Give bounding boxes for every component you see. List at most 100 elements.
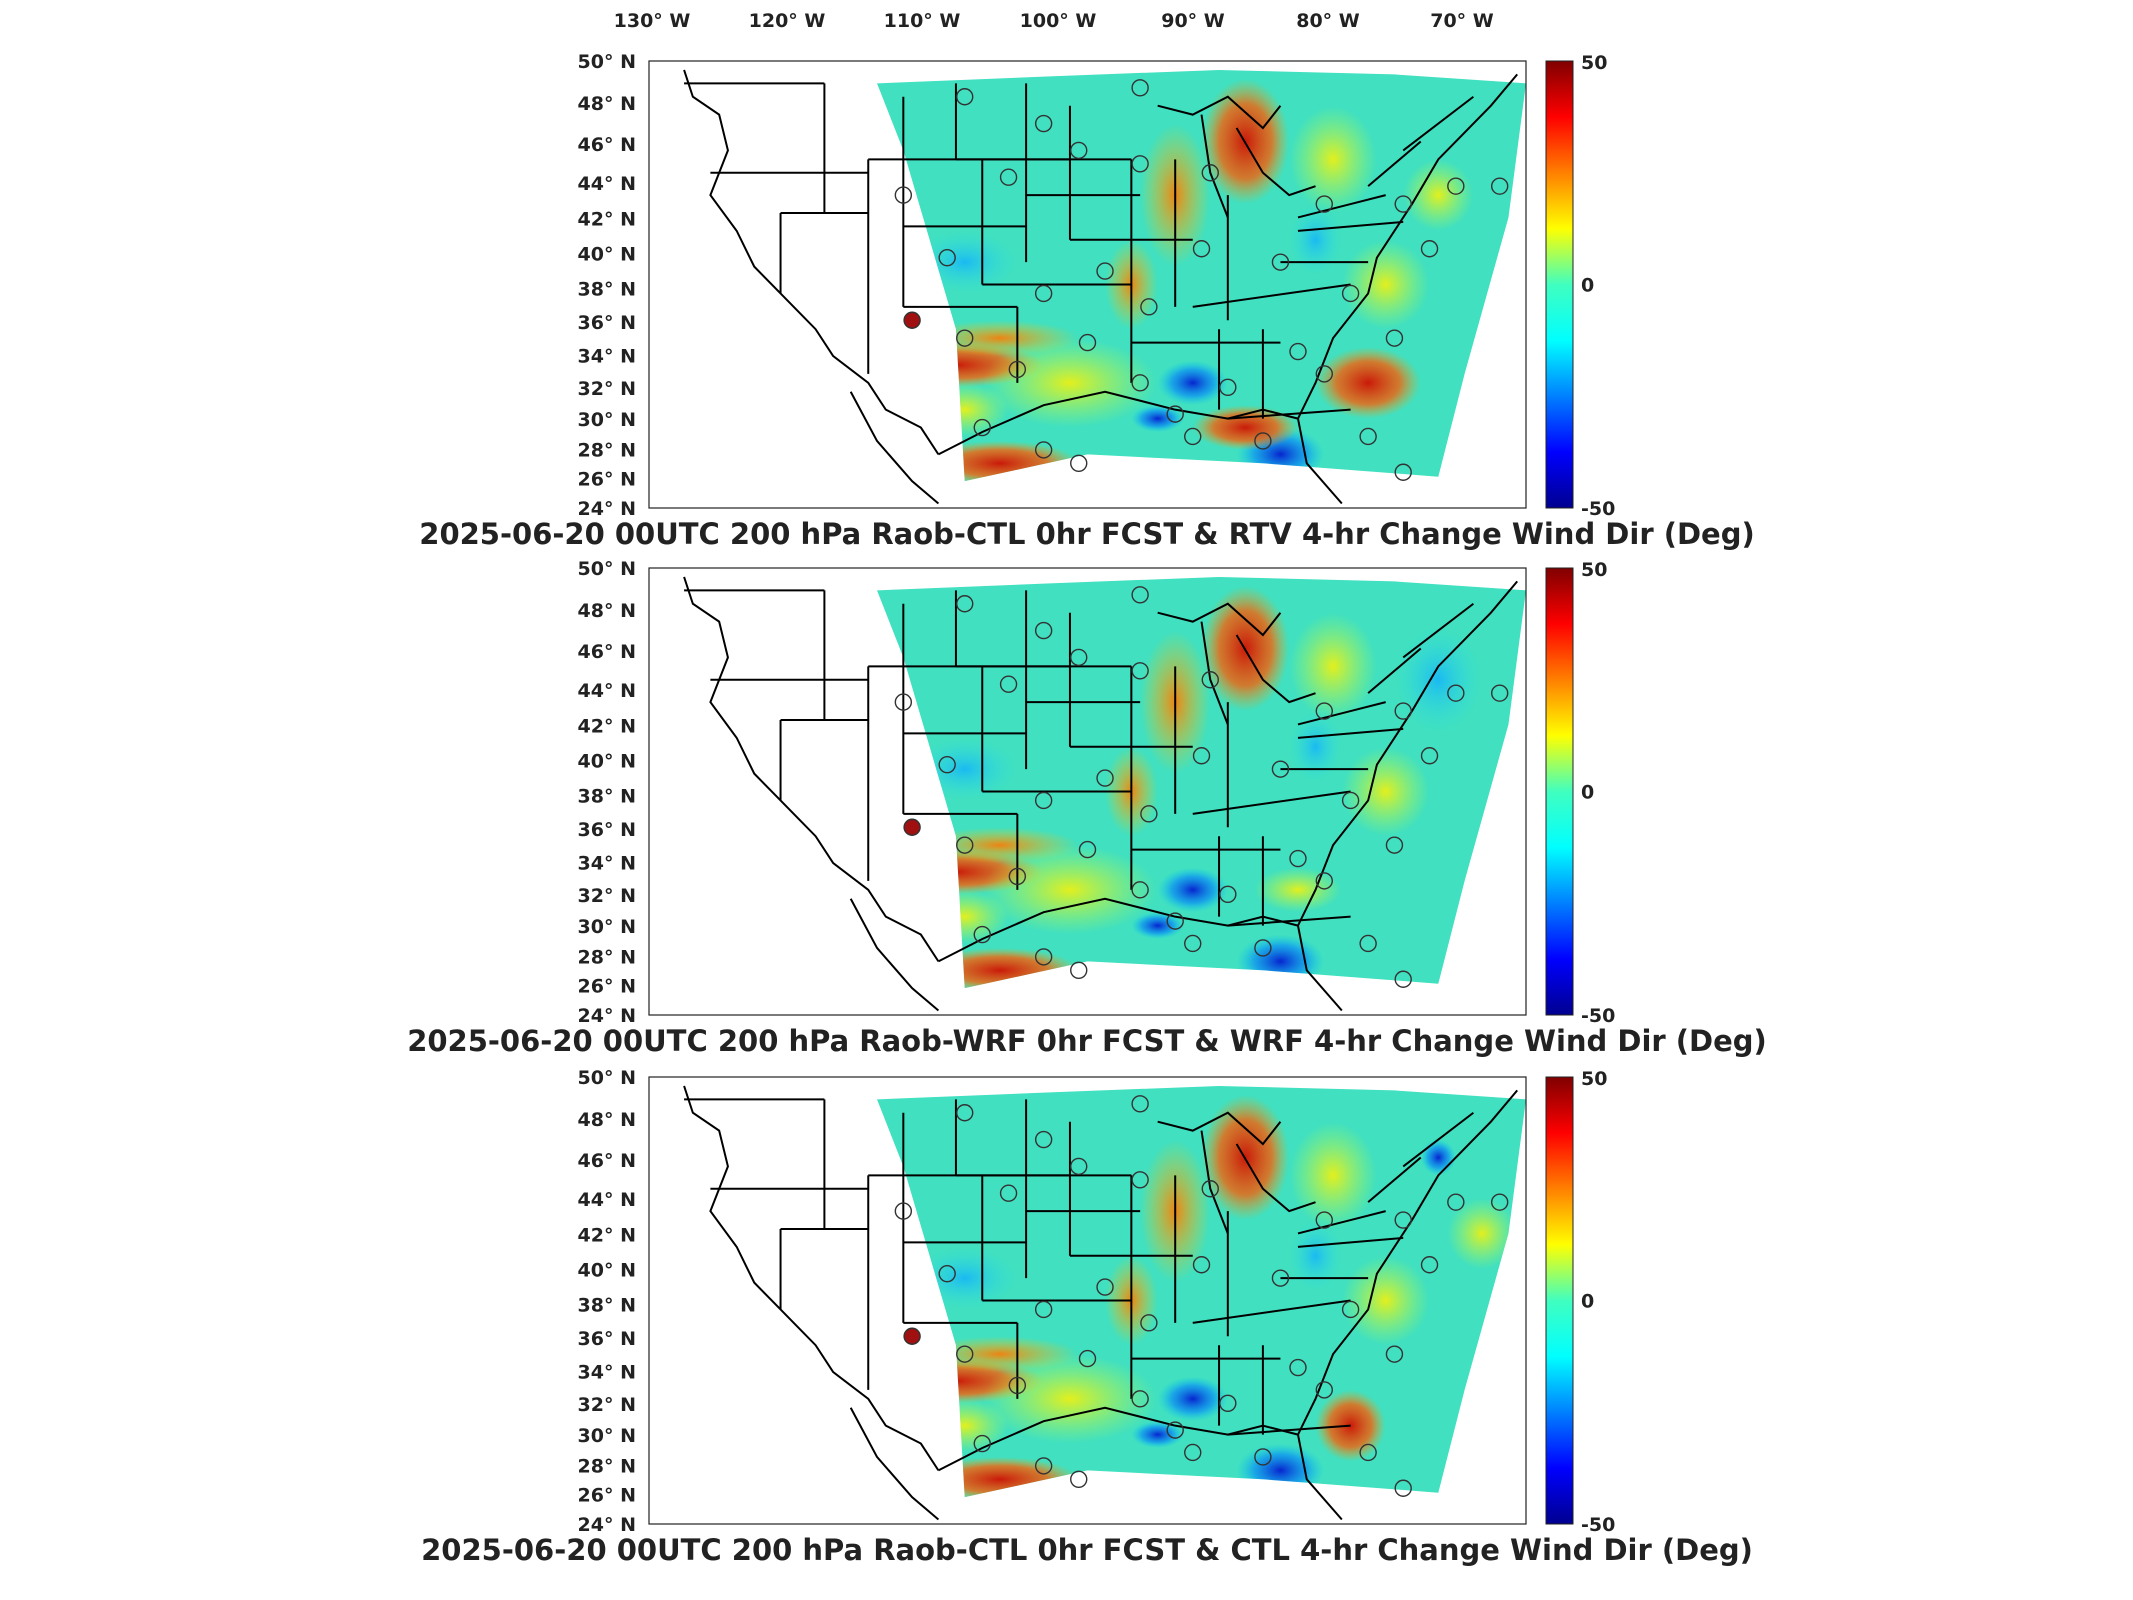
station-marker	[1385, 836, 1404, 854]
station-marker	[1192, 240, 1211, 258]
field-patch	[1289, 1121, 1377, 1229]
gulf-coastline	[937, 1406, 1299, 1472]
station-marker	[1131, 1390, 1149, 1408]
station-marker	[1447, 684, 1465, 702]
station-marker	[1184, 427, 1202, 446]
lake-shore	[1157, 1111, 1282, 1146]
station-marker	[1315, 702, 1333, 720]
map-frame	[648, 60, 1527, 509]
state-line	[1192, 790, 1351, 815]
state-line	[1192, 283, 1351, 308]
latitude-label: 40° N	[578, 751, 636, 773]
longitude-label: 110° W	[884, 10, 961, 32]
longitude-label: 120° W	[749, 10, 826, 32]
station-marker	[1034, 441, 1053, 459]
station-marker	[1034, 621, 1053, 640]
colorbar-max-label: 50	[1581, 559, 1607, 581]
lake-shore	[1297, 194, 1386, 219]
station-marker	[1359, 1443, 1377, 1462]
station-marker	[1078, 1349, 1097, 1368]
station-marker	[1034, 948, 1053, 966]
field-patch	[1289, 612, 1377, 720]
raob-stations	[894, 79, 1509, 481]
latitude-label: 26° N	[578, 1484, 636, 1506]
station-marker	[1420, 1256, 1439, 1274]
lake-shore	[1200, 114, 1229, 218]
longitude-label: 90° W	[1161, 10, 1225, 32]
latitude-label: 32° N	[578, 885, 636, 907]
station-marker	[1394, 1211, 1412, 1229]
latitude-label: 24° N	[578, 498, 636, 520]
station-marker	[1166, 1421, 1184, 1439]
state-line	[1297, 727, 1404, 739]
east-coastline	[1296, 1089, 1518, 1521]
field-patch	[1403, 159, 1474, 231]
station-marker	[1394, 702, 1412, 720]
latitude-label: 38° N	[578, 279, 636, 301]
state-line	[1402, 1111, 1474, 1168]
baja-coastline	[849, 898, 940, 1012]
lake-shore	[1200, 621, 1229, 725]
station-marker	[1254, 1448, 1272, 1466]
colorbar-mid-label: 0	[1581, 1291, 1594, 1313]
station-marker	[1008, 1376, 1027, 1395]
station-marker	[1315, 365, 1333, 383]
latitude-label: 24° N	[578, 1514, 636, 1536]
state-line	[1192, 1299, 1351, 1324]
field-patch	[1315, 1389, 1386, 1462]
latitude-label: 42° N	[578, 715, 636, 737]
lake-shore	[1235, 1143, 1316, 1213]
station-marker	[973, 418, 991, 437]
longitude-labels: 130° W 120° W 110° W 100° W 90° W 80° W 70° W	[614, 10, 1494, 32]
latitude-label: 30° N	[578, 916, 636, 938]
station-marker	[1219, 378, 1237, 397]
station-marker	[956, 88, 974, 106]
station-marker	[956, 329, 974, 347]
station-marker	[1315, 195, 1333, 213]
station-marker	[973, 925, 991, 944]
field-patch	[920, 1398, 1009, 1453]
station-marker	[1289, 1358, 1307, 1377]
station-marker	[938, 1264, 956, 1283]
state-line	[1367, 647, 1422, 694]
baja-coastline	[849, 1407, 940, 1521]
station-marker	[1254, 432, 1272, 450]
state-boundaries	[683, 576, 1518, 1012]
station-marker	[903, 1327, 921, 1345]
field-patch	[1236, 934, 1325, 989]
station-marker	[1192, 747, 1211, 765]
latitude-label: 26° N	[578, 468, 636, 490]
field-patch	[1157, 1376, 1228, 1422]
station-marker	[1034, 284, 1053, 303]
latitude-label: 36° N	[578, 312, 636, 334]
station-marker	[1385, 329, 1404, 347]
gulf-coastline	[937, 897, 1299, 963]
latitude-label: 48° N	[578, 93, 636, 115]
station-marker	[1420, 240, 1439, 258]
station-marker	[938, 248, 956, 267]
station-marker	[1315, 872, 1333, 890]
longitude-label: 80° W	[1296, 10, 1360, 32]
raob-stations	[894, 586, 1509, 988]
state-line	[1367, 1156, 1422, 1203]
station-marker	[1184, 1443, 1202, 1462]
station-marker	[1140, 298, 1158, 316]
colorbar	[1545, 567, 1574, 1016]
station-marker	[894, 186, 913, 204]
station-marker	[1166, 912, 1184, 930]
station-marker	[1070, 648, 1088, 667]
station-marker	[1201, 1180, 1219, 1198]
station-marker	[1315, 1381, 1333, 1399]
station-marker	[1034, 1130, 1053, 1149]
east-coastline	[1296, 580, 1518, 1012]
latitude-label: 44° N	[578, 173, 636, 195]
latitude-label: 42° N	[578, 208, 636, 230]
map-panels: 50° N 48° N 46° N 44° N 42° N 40° N 38° N 36° N…	[407, 51, 1767, 1567]
field-patch	[1341, 1255, 1430, 1346]
state-line	[1402, 602, 1474, 659]
colorbar-min-label: -50	[1581, 1514, 1615, 1536]
panel-title: 2025-06-20 00UTC 200 hPa Raob-WRF 0hr FC…	[407, 1024, 1767, 1058]
latitude-label: 40° N	[578, 1260, 636, 1282]
west-coastline	[683, 576, 940, 962]
station-marker	[1070, 454, 1088, 472]
